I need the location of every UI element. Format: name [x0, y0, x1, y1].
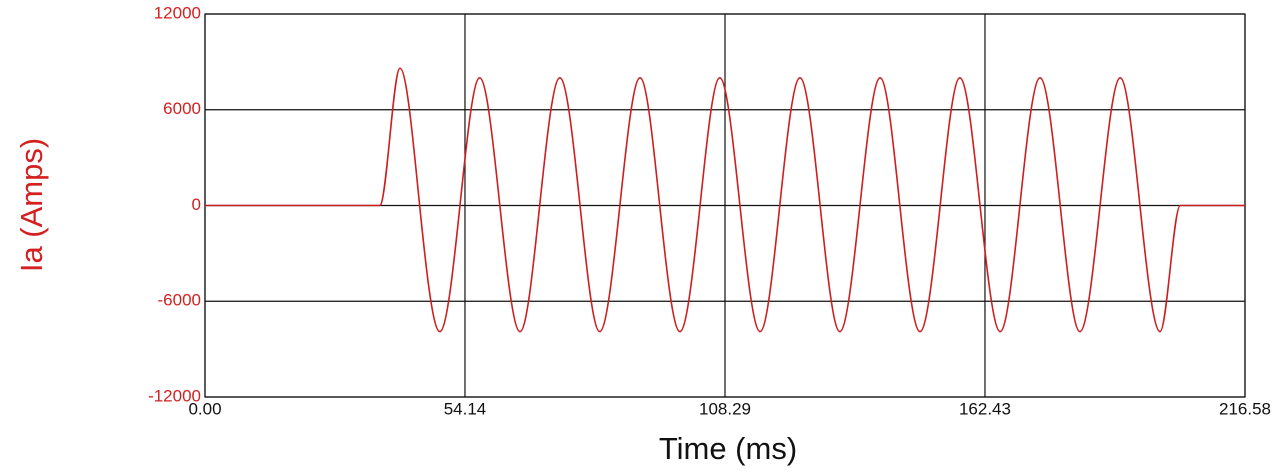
- x-axis-label: Time (ms): [659, 431, 797, 466]
- waveform-line: [204, 67, 1245, 333]
- y-tick-label: 12000: [154, 3, 201, 22]
- y-axis-label: Ia (Amps): [14, 138, 49, 272]
- y-tick-label: 0: [192, 195, 201, 214]
- x-tick-label: 0.00: [188, 399, 221, 418]
- y-tick-label: 6000: [163, 99, 201, 118]
- y-tick-label: -12000: [148, 386, 201, 405]
- y-tick-label: -6000: [158, 291, 201, 310]
- x-tick-label: 162.43: [959, 399, 1011, 418]
- x-tick-label: 54.14: [444, 399, 487, 418]
- x-tick-label: 216.58: [1219, 399, 1271, 418]
- x-tick-label: 108.29: [699, 399, 751, 418]
